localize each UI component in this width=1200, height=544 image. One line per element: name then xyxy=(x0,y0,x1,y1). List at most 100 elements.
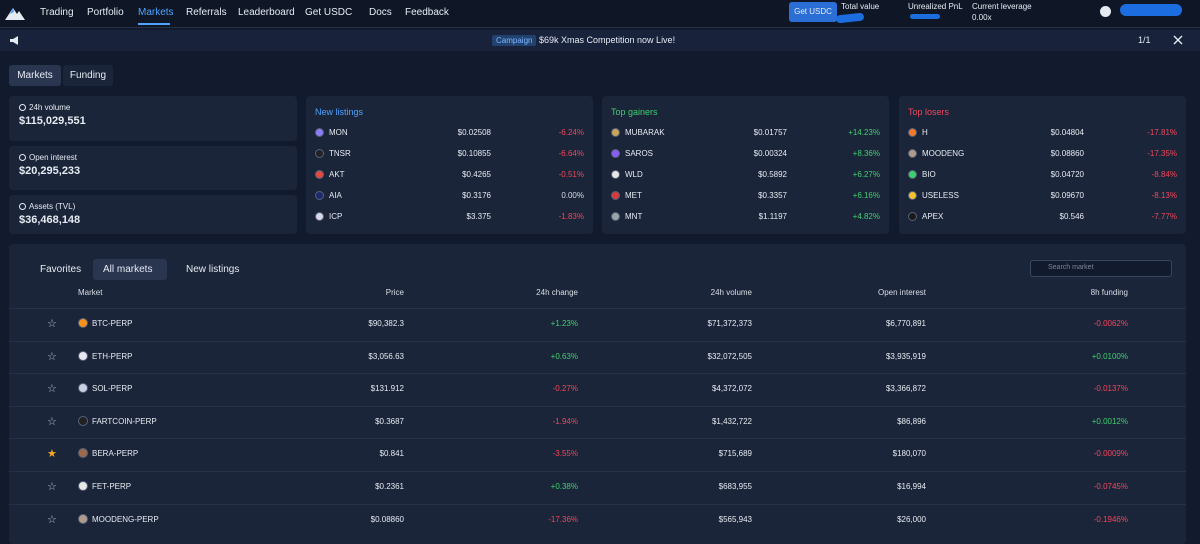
cell[interactable]: BERA-PERP xyxy=(92,449,139,459)
coin-icon xyxy=(78,481,88,491)
nav-link[interactable]: Leaderboard xyxy=(238,7,295,18)
coin-icon xyxy=(78,383,88,394)
coin-name[interactable]: MNT xyxy=(625,212,643,221)
get-usdc-button[interactable]: Get USDC xyxy=(789,2,837,22)
cell: $86,896 xyxy=(897,416,926,426)
cell[interactable]: FARTCOIN-PERP xyxy=(92,416,157,426)
column-header[interactable]: Market xyxy=(78,288,103,297)
cell: -3.55% xyxy=(552,449,578,459)
stat-label: Open interest xyxy=(29,153,78,162)
nav-link[interactable]: Markets xyxy=(138,7,174,18)
row-divider xyxy=(9,308,1186,309)
coin-name[interactable]: TNSR xyxy=(329,149,351,158)
cell: -1.94% xyxy=(552,416,578,426)
coin-name[interactable]: USELESS xyxy=(922,191,959,200)
coin-price: $0.00324 xyxy=(753,149,787,158)
column-header[interactable]: 24h change xyxy=(536,288,578,297)
column-header[interactable]: 24h volume xyxy=(710,288,752,297)
redaction xyxy=(910,14,940,19)
coin-name[interactable]: H xyxy=(922,128,928,137)
favorite-star[interactable]: ☆ xyxy=(47,318,57,330)
nav-link[interactable]: Trading xyxy=(40,7,74,18)
coin-name[interactable]: AKT xyxy=(329,170,345,179)
row-divider xyxy=(9,405,1186,407)
banner-text[interactable]: $69k Xmas Competition now Live! xyxy=(539,35,676,45)
coin-price: $1.1197 xyxy=(758,212,787,221)
coin-price: $0.5892 xyxy=(758,170,787,179)
search-box[interactable] xyxy=(1030,260,1172,277)
coin-name[interactable]: BIO xyxy=(922,170,936,179)
close-icon[interactable] xyxy=(1173,35,1183,45)
list-card xyxy=(306,96,593,234)
coin-change: -17.35% xyxy=(1147,149,1177,158)
coin-name[interactable]: MUBARAK xyxy=(625,128,665,137)
favorite-star[interactable]: ☆ xyxy=(47,513,57,526)
nav-link[interactable]: Referrals xyxy=(186,7,227,18)
favorite-star[interactable]: ☆ xyxy=(47,383,57,396)
nav-link[interactable]: Portfolio xyxy=(87,7,124,18)
coin-name[interactable]: MON xyxy=(329,128,348,137)
nav-link[interactable]: Docs xyxy=(369,7,392,18)
page-tab[interactable]: Markets xyxy=(9,65,61,86)
coin-name[interactable]: APEX xyxy=(922,212,944,221)
logo[interactable] xyxy=(4,5,26,21)
campaign-tag: Campaign xyxy=(492,35,537,46)
cell[interactable]: FET-PERP xyxy=(92,482,132,491)
nav-link[interactable]: Feedback xyxy=(405,7,449,18)
megaphone-icon xyxy=(10,36,18,45)
coin-icon xyxy=(611,128,620,137)
search-placeholder[interactable]: Search market xyxy=(1048,264,1094,271)
table-tab[interactable] xyxy=(93,259,167,280)
nav-link[interactable]: Get USDC xyxy=(305,7,353,18)
coin-name[interactable]: AIA xyxy=(329,191,342,200)
cell: $0.08860 xyxy=(370,514,404,524)
coin-name[interactable]: WLD xyxy=(625,170,643,179)
list-card xyxy=(602,96,889,234)
cell: $683,955 xyxy=(718,482,752,491)
coin-icon xyxy=(908,170,917,179)
cell[interactable]: ETH-PERP xyxy=(92,351,133,361)
coin-change: -7.77% xyxy=(1151,212,1177,221)
cell: $180,070 xyxy=(892,449,926,459)
coin-change: -17.81% xyxy=(1147,128,1177,137)
stat-label: Current leverage xyxy=(972,2,1032,11)
coin-price: $0.04804 xyxy=(1050,128,1084,137)
cell[interactable]: SOL-PERP xyxy=(92,384,133,394)
menu-icons xyxy=(1043,6,1093,16)
coin-icon xyxy=(78,318,88,328)
table-tab-label[interactable]: All markets xyxy=(103,264,153,275)
cell: $6,770,891 xyxy=(885,319,926,328)
page-tab[interactable]: Funding xyxy=(63,65,113,86)
cell: $71,372,373 xyxy=(707,319,753,328)
cell[interactable]: BTC-PERP xyxy=(92,319,133,328)
favorite-star[interactable]: ☆ xyxy=(47,481,57,493)
coin-icon xyxy=(78,513,88,524)
banner-pager[interactable]: 1/1 xyxy=(1138,35,1151,45)
coin-icon xyxy=(908,128,917,137)
list-card xyxy=(899,96,1186,234)
coin-name[interactable]: ICP xyxy=(329,212,343,221)
favorite-star[interactable]: ☆ xyxy=(47,350,57,363)
coin-name[interactable]: SAROS xyxy=(625,149,654,158)
coin-icon xyxy=(611,191,620,200)
table-tab-label[interactable]: New listings xyxy=(186,264,240,275)
cell: +1.23% xyxy=(550,319,578,328)
cell[interactable]: MOODENG-PERP xyxy=(92,514,159,524)
active-underline xyxy=(138,23,170,25)
table-tab-label[interactable]: Favorites xyxy=(40,264,82,275)
cell: +0.0100% xyxy=(1091,351,1128,361)
coin-name[interactable]: MOODENG xyxy=(922,149,965,158)
cell: -0.0745% xyxy=(1093,482,1128,491)
coin-change: -8.84% xyxy=(1151,170,1177,179)
favorite-star[interactable]: ☆ xyxy=(47,415,57,428)
coin-change: +8.36% xyxy=(852,149,880,158)
wallet-icon[interactable] xyxy=(1100,6,1111,17)
favorite-star[interactable]: ★ xyxy=(47,448,57,461)
column-header[interactable]: Price xyxy=(385,288,404,297)
stat-value: $36,468,148 xyxy=(19,214,81,226)
coin-price: $0.10855 xyxy=(457,149,491,158)
column-header[interactable]: 8h funding xyxy=(1090,288,1128,297)
coin-name[interactable]: MET xyxy=(625,191,642,200)
column-header[interactable]: Open interest xyxy=(877,288,926,297)
